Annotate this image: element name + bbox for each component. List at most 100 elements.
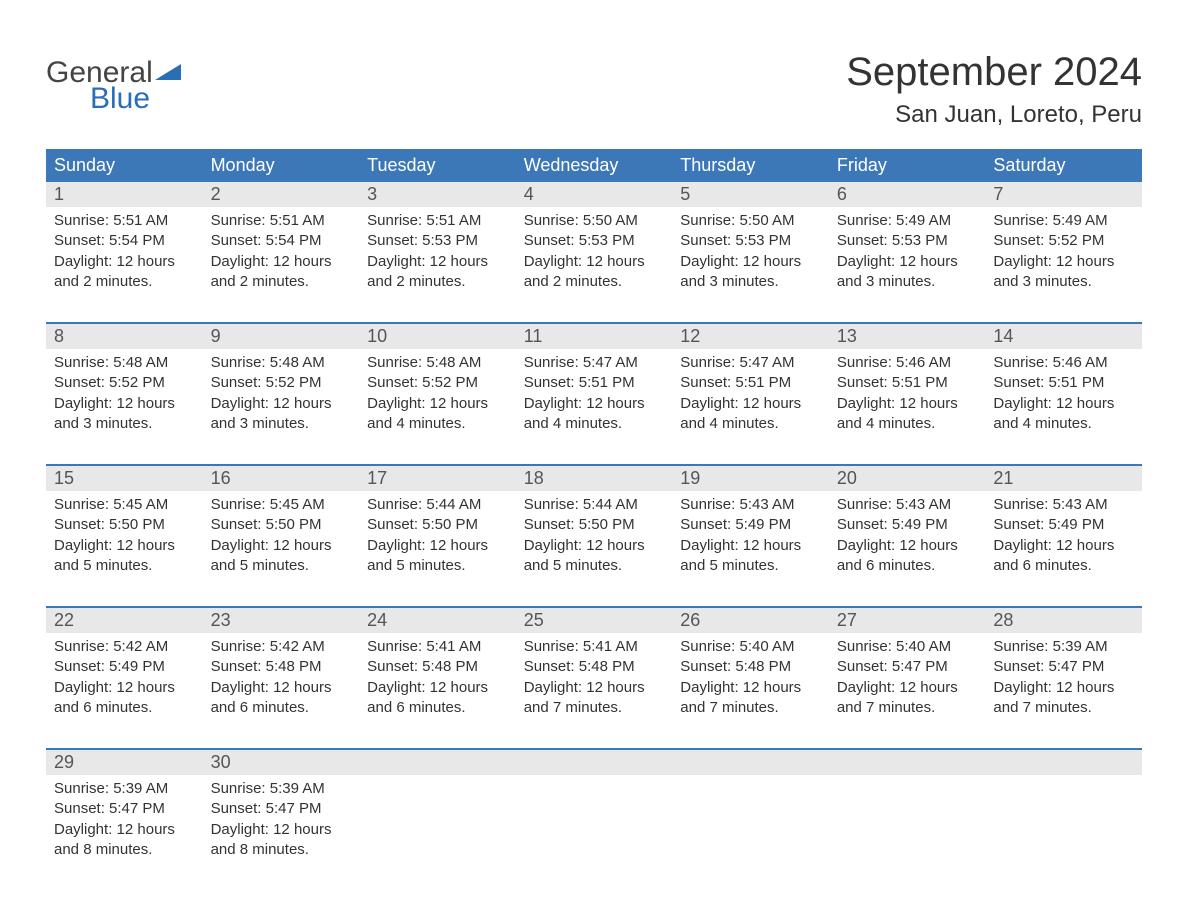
month-title: September 2024 bbox=[846, 50, 1142, 95]
day-cell: Sunrise: 5:48 AMSunset: 5:52 PMDaylight:… bbox=[46, 349, 203, 452]
day-number: 5 bbox=[672, 182, 829, 207]
sunrise-text: Sunrise: 5:40 AM bbox=[680, 637, 821, 657]
daynum-row: 1234567 bbox=[46, 182, 1142, 207]
sunset-text: Sunset: 5:54 PM bbox=[54, 231, 195, 251]
day-body-row: Sunrise: 5:39 AMSunset: 5:47 PMDaylight:… bbox=[46, 775, 1142, 878]
daylight-text: Daylight: 12 hours and 3 minutes. bbox=[680, 252, 821, 293]
day-cell: Sunrise: 5:39 AMSunset: 5:47 PMDaylight:… bbox=[985, 633, 1142, 736]
day-number: 22 bbox=[46, 608, 203, 633]
sunset-text: Sunset: 5:53 PM bbox=[680, 231, 821, 251]
day-cell: Sunrise: 5:45 AMSunset: 5:50 PMDaylight:… bbox=[46, 491, 203, 594]
sunrise-text: Sunrise: 5:45 AM bbox=[211, 495, 352, 515]
sunrise-text: Sunrise: 5:47 AM bbox=[680, 353, 821, 373]
sunrise-text: Sunrise: 5:43 AM bbox=[680, 495, 821, 515]
sunset-text: Sunset: 5:53 PM bbox=[837, 231, 978, 251]
daylight-text: Daylight: 12 hours and 7 minutes. bbox=[993, 678, 1134, 719]
sunset-text: Sunset: 5:52 PM bbox=[54, 373, 195, 393]
location-text: San Juan, Loreto, Peru bbox=[846, 101, 1142, 129]
sunrise-text: Sunrise: 5:44 AM bbox=[524, 495, 665, 515]
sunrise-text: Sunrise: 5:51 AM bbox=[54, 211, 195, 231]
day-cell: Sunrise: 5:49 AMSunset: 5:52 PMDaylight:… bbox=[985, 207, 1142, 310]
daylight-text: Daylight: 12 hours and 5 minutes. bbox=[367, 536, 508, 577]
day-cell: Sunrise: 5:49 AMSunset: 5:53 PMDaylight:… bbox=[829, 207, 986, 310]
day-header-row: Sunday Monday Tuesday Wednesday Thursday… bbox=[46, 149, 1142, 182]
sunset-text: Sunset: 5:51 PM bbox=[680, 373, 821, 393]
day-number: 27 bbox=[829, 608, 986, 633]
week-block: 2930Sunrise: 5:39 AMSunset: 5:47 PMDayli… bbox=[46, 750, 1142, 878]
sunrise-text: Sunrise: 5:50 AM bbox=[524, 211, 665, 231]
day-cell: Sunrise: 5:40 AMSunset: 5:48 PMDaylight:… bbox=[672, 633, 829, 736]
daylight-text: Daylight: 12 hours and 3 minutes. bbox=[837, 252, 978, 293]
day-cell: Sunrise: 5:39 AMSunset: 5:47 PMDaylight:… bbox=[203, 775, 360, 878]
sunset-text: Sunset: 5:47 PM bbox=[211, 799, 352, 819]
sunset-text: Sunset: 5:48 PM bbox=[680, 657, 821, 677]
day-cell bbox=[829, 775, 986, 878]
day-number: 19 bbox=[672, 466, 829, 491]
day-number: 6 bbox=[829, 182, 986, 207]
daylight-text: Daylight: 12 hours and 6 minutes. bbox=[367, 678, 508, 719]
daylight-text: Daylight: 12 hours and 4 minutes. bbox=[680, 394, 821, 435]
sunrise-text: Sunrise: 5:42 AM bbox=[211, 637, 352, 657]
sunset-text: Sunset: 5:47 PM bbox=[54, 799, 195, 819]
sunrise-text: Sunrise: 5:46 AM bbox=[837, 353, 978, 373]
sunrise-text: Sunrise: 5:48 AM bbox=[367, 353, 508, 373]
day-number: 28 bbox=[985, 608, 1142, 633]
day-header-monday: Monday bbox=[203, 149, 360, 182]
day-header-sunday: Sunday bbox=[46, 149, 203, 182]
day-number: 9 bbox=[203, 324, 360, 349]
daynum-row: 22232425262728 bbox=[46, 608, 1142, 633]
day-body-row: Sunrise: 5:42 AMSunset: 5:49 PMDaylight:… bbox=[46, 633, 1142, 736]
daylight-text: Daylight: 12 hours and 4 minutes. bbox=[837, 394, 978, 435]
daylight-text: Daylight: 12 hours and 2 minutes. bbox=[211, 252, 352, 293]
daylight-text: Daylight: 12 hours and 5 minutes. bbox=[680, 536, 821, 577]
day-header-saturday: Saturday bbox=[985, 149, 1142, 182]
sunrise-text: Sunrise: 5:47 AM bbox=[524, 353, 665, 373]
daynum-row: 891011121314 bbox=[46, 324, 1142, 349]
sunrise-text: Sunrise: 5:48 AM bbox=[211, 353, 352, 373]
day-number: 25 bbox=[516, 608, 673, 633]
day-cell bbox=[516, 775, 673, 878]
day-cell: Sunrise: 5:41 AMSunset: 5:48 PMDaylight:… bbox=[516, 633, 673, 736]
sunrise-text: Sunrise: 5:51 AM bbox=[367, 211, 508, 231]
sunrise-text: Sunrise: 5:48 AM bbox=[54, 353, 195, 373]
day-body-row: Sunrise: 5:48 AMSunset: 5:52 PMDaylight:… bbox=[46, 349, 1142, 452]
day-cell: Sunrise: 5:47 AMSunset: 5:51 PMDaylight:… bbox=[516, 349, 673, 452]
sunset-text: Sunset: 5:49 PM bbox=[837, 515, 978, 535]
day-header-thursday: Thursday bbox=[672, 149, 829, 182]
day-number: 4 bbox=[516, 182, 673, 207]
daylight-text: Daylight: 12 hours and 6 minutes. bbox=[54, 678, 195, 719]
sunset-text: Sunset: 5:49 PM bbox=[54, 657, 195, 677]
sunrise-text: Sunrise: 5:45 AM bbox=[54, 495, 195, 515]
week-block: 891011121314Sunrise: 5:48 AMSunset: 5:52… bbox=[46, 324, 1142, 452]
day-number bbox=[359, 750, 516, 775]
daylight-text: Daylight: 12 hours and 4 minutes. bbox=[367, 394, 508, 435]
day-number: 23 bbox=[203, 608, 360, 633]
daynum-row: 15161718192021 bbox=[46, 466, 1142, 491]
day-number: 1 bbox=[46, 182, 203, 207]
day-number: 21 bbox=[985, 466, 1142, 491]
sunrise-text: Sunrise: 5:39 AM bbox=[54, 779, 195, 799]
daylight-text: Daylight: 12 hours and 3 minutes. bbox=[211, 394, 352, 435]
sunset-text: Sunset: 5:53 PM bbox=[367, 231, 508, 251]
daylight-text: Daylight: 12 hours and 3 minutes. bbox=[993, 252, 1134, 293]
daylight-text: Daylight: 12 hours and 6 minutes. bbox=[837, 536, 978, 577]
day-body-row: Sunrise: 5:45 AMSunset: 5:50 PMDaylight:… bbox=[46, 491, 1142, 594]
logo-blue-text: Blue bbox=[90, 84, 185, 114]
week-block: 15161718192021Sunrise: 5:45 AMSunset: 5:… bbox=[46, 466, 1142, 594]
day-cell: Sunrise: 5:44 AMSunset: 5:50 PMDaylight:… bbox=[359, 491, 516, 594]
sunrise-text: Sunrise: 5:49 AM bbox=[837, 211, 978, 231]
day-number: 13 bbox=[829, 324, 986, 349]
sunset-text: Sunset: 5:51 PM bbox=[993, 373, 1134, 393]
sunrise-text: Sunrise: 5:41 AM bbox=[524, 637, 665, 657]
day-cell: Sunrise: 5:41 AMSunset: 5:48 PMDaylight:… bbox=[359, 633, 516, 736]
sunset-text: Sunset: 5:47 PM bbox=[837, 657, 978, 677]
sunrise-text: Sunrise: 5:51 AM bbox=[211, 211, 352, 231]
sunset-text: Sunset: 5:50 PM bbox=[524, 515, 665, 535]
sunrise-text: Sunrise: 5:41 AM bbox=[367, 637, 508, 657]
sunset-text: Sunset: 5:50 PM bbox=[54, 515, 195, 535]
day-number: 14 bbox=[985, 324, 1142, 349]
week-block: 22232425262728Sunrise: 5:42 AMSunset: 5:… bbox=[46, 608, 1142, 736]
sunrise-text: Sunrise: 5:49 AM bbox=[993, 211, 1134, 231]
day-cell: Sunrise: 5:42 AMSunset: 5:49 PMDaylight:… bbox=[46, 633, 203, 736]
day-number: 20 bbox=[829, 466, 986, 491]
